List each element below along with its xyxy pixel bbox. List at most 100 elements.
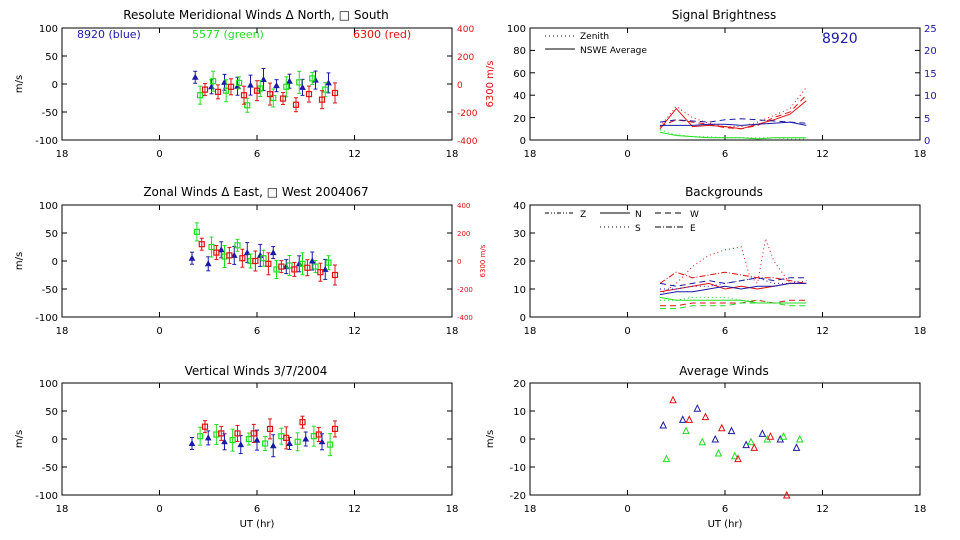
annotation-8920: 8920 xyxy=(822,31,858,47)
zonal-point-red xyxy=(304,264,311,271)
backgrounds-ytick: 20 xyxy=(513,257,526,268)
meridional-y2tick: 400 xyxy=(457,25,474,35)
meridional-marks xyxy=(61,27,453,141)
meridional-y2tick: -400 xyxy=(457,137,478,147)
meridional-point-red xyxy=(201,86,209,93)
backgrounds-xtick: 0 xyxy=(624,326,630,337)
brightness-ytick: 80 xyxy=(513,46,526,57)
meridional-point-green xyxy=(309,75,316,82)
zonal-point-red xyxy=(265,260,272,267)
backgrounds-ytick: 30 xyxy=(513,229,526,240)
meridional-ytick: 50 xyxy=(45,52,58,63)
vertical-point-red xyxy=(201,423,209,430)
vertical-point-green xyxy=(245,435,252,443)
zonal-point-blue xyxy=(188,254,196,261)
vertical-xtick: 6 xyxy=(254,504,260,515)
meridional-ytick: -50 xyxy=(42,108,58,119)
average-point-red xyxy=(734,454,742,463)
backgrounds-series-line-blue-dotted xyxy=(660,277,807,290)
meridional-point-blue xyxy=(247,81,254,88)
backgrounds-series-line-red-dashed xyxy=(660,299,807,307)
meridional-point-red xyxy=(214,88,222,95)
zonal-point-red xyxy=(331,271,339,279)
average-xtick: 18 xyxy=(914,504,927,515)
meridional-point-green xyxy=(296,79,303,86)
brightness-y2tick: 10 xyxy=(924,91,937,102)
meridional-xtick: 12 xyxy=(348,149,361,160)
legend-w-label: W xyxy=(690,210,699,220)
panel-zonal: Zonal Winds Δ East, □ West 2004067 m/s 1… xyxy=(14,185,487,337)
average-point-green xyxy=(795,434,804,443)
meridional-y2tick: 0 xyxy=(457,81,463,91)
backgrounds-ytick: 0 xyxy=(520,313,526,324)
zonal-marks xyxy=(61,204,453,318)
vertical-xtick: 18 xyxy=(446,504,459,515)
average-ytick: -20 xyxy=(510,491,526,502)
average-point-red xyxy=(766,432,775,440)
brightness-plot-frame xyxy=(529,27,921,141)
zonal-y2label: 6300 m/s xyxy=(479,244,487,277)
zonal-point-blue xyxy=(217,246,225,253)
meridional-xtick: 18 xyxy=(446,149,459,160)
average-xtick: 6 xyxy=(722,504,728,515)
zonal-ytick: -100 xyxy=(35,313,58,324)
panel-brightness: Signal Brightness 100 80 60 40 20 0 25 2… xyxy=(507,8,937,160)
meridional-y2tick: -200 xyxy=(457,109,478,119)
vertical-point-green xyxy=(229,437,236,444)
average-xtick: 12 xyxy=(816,504,829,515)
vertical-point-red xyxy=(250,430,257,437)
average-point-blue xyxy=(727,426,736,435)
vertical-point-red xyxy=(234,430,241,437)
brightness-series-line-red-solid xyxy=(659,100,807,130)
meridional-point-red xyxy=(292,101,300,108)
meridional-y2label: 6300 m/s xyxy=(485,61,496,108)
vertical-point-red xyxy=(283,434,290,441)
average-point-red xyxy=(782,490,791,499)
vertical-xtick: 18 xyxy=(56,504,69,515)
meridional-point-blue xyxy=(273,82,280,89)
meridional-point-red xyxy=(331,89,339,97)
average-point-green xyxy=(747,437,755,446)
average-plot-frame xyxy=(529,382,921,496)
meridional-point-red xyxy=(227,83,235,90)
vertical-point-blue xyxy=(269,442,277,449)
backgrounds-marks xyxy=(529,204,921,318)
annotation-5577-green: 5577 (green) xyxy=(192,28,264,41)
vertical-point-green xyxy=(294,438,301,445)
meridional-point-red xyxy=(266,90,274,98)
meridional-point-blue xyxy=(299,83,306,90)
brightness-ytick: 40 xyxy=(513,91,526,102)
panel-meridional: Resolute Meridional Winds Δ North, □ Sou… xyxy=(14,8,496,160)
average-ytick: 10 xyxy=(513,407,526,418)
zonal-ytick: -50 xyxy=(42,285,58,296)
zonal-xtick: 0 xyxy=(156,326,162,337)
brightness-ytick: 0 xyxy=(520,136,526,147)
average-ytick: -10 xyxy=(510,463,526,474)
average-point-red xyxy=(701,412,710,421)
zonal-ylabel: m/s xyxy=(14,252,25,270)
backgrounds-series-line-green-dashed xyxy=(660,302,807,310)
legend-zenith-label: Zenith xyxy=(580,32,609,42)
brightness-y2tick: 25 xyxy=(924,24,937,35)
zonal-y2tick: 0 xyxy=(457,258,461,266)
vertical-ytick: -100 xyxy=(35,491,58,502)
vertical-ytick: 50 xyxy=(45,407,58,418)
backgrounds-title: Backgrounds xyxy=(685,185,763,199)
average-point-green xyxy=(698,437,707,446)
brightness-series-line-blue-dashed xyxy=(659,118,807,124)
average-point-blue xyxy=(693,404,702,412)
meridional-point-red xyxy=(279,95,287,102)
average-point-blue xyxy=(678,415,687,423)
vertical-ytick: 0 xyxy=(52,435,58,446)
vertical-ylabel: m/s xyxy=(14,430,25,448)
annotation-8920-blue: 8920 (blue) xyxy=(77,28,141,41)
zonal-ytick: 50 xyxy=(45,229,58,240)
zonal-xtick: 6 xyxy=(254,326,260,337)
vertical-point-red xyxy=(218,430,225,437)
average-xtick: 0 xyxy=(624,504,630,515)
vertical-point-blue xyxy=(286,439,293,446)
backgrounds-series-line-blue-solid xyxy=(659,282,807,296)
brightness-marks xyxy=(529,27,921,141)
zonal-xtick: 12 xyxy=(348,326,361,337)
